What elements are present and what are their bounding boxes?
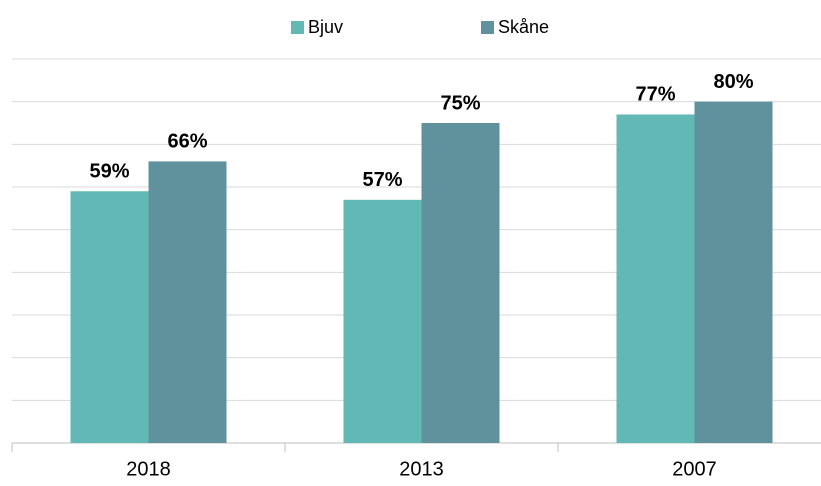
data-label: 66% bbox=[167, 131, 207, 153]
legend-swatch bbox=[291, 21, 304, 34]
x-tick-label: 2013 bbox=[399, 458, 444, 480]
data-label: 59% bbox=[89, 161, 129, 183]
x-tick-label: 2018 bbox=[126, 458, 171, 480]
legend-swatch bbox=[481, 21, 494, 34]
data-label: 57% bbox=[362, 169, 402, 191]
legend-label: Skåne bbox=[498, 17, 549, 37]
bar bbox=[148, 161, 227, 443]
data-label: 75% bbox=[440, 92, 480, 114]
bar bbox=[343, 199, 422, 443]
bar bbox=[70, 191, 149, 443]
bar bbox=[694, 101, 773, 444]
legend-label: Bjuv bbox=[308, 17, 343, 37]
data-label: 77% bbox=[635, 84, 675, 106]
bar bbox=[616, 114, 695, 443]
bar bbox=[421, 123, 500, 443]
x-tick-label: 2007 bbox=[672, 458, 717, 480]
data-label: 80% bbox=[713, 71, 753, 93]
